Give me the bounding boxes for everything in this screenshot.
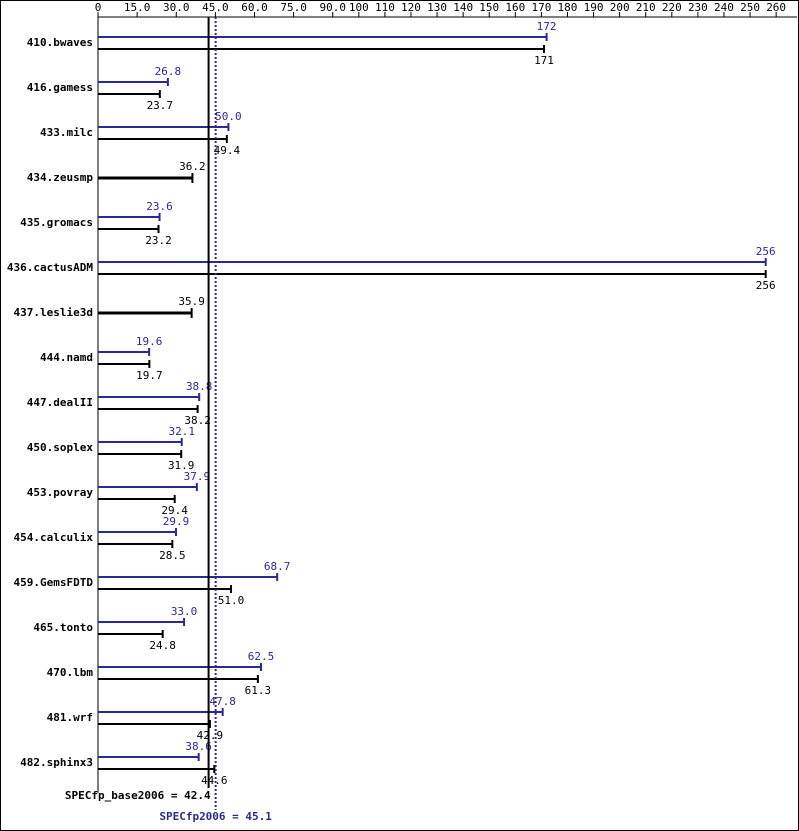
category-label: 450.soplex — [27, 441, 94, 454]
value-label: 36.2 — [179, 160, 206, 173]
category-label: 447.dealII — [27, 396, 93, 409]
category-label: 433.milc — [40, 126, 93, 139]
category-label: 470.lbm — [47, 666, 94, 679]
x-tick-label: 210 — [636, 1, 656, 14]
x-tick-label: 240 — [714, 1, 734, 14]
value-label: 68.7 — [264, 560, 291, 573]
x-tick-label: 130 — [427, 1, 447, 14]
x-tick-label: 75.0 — [280, 1, 307, 14]
category-label: 465.tonto — [33, 621, 93, 634]
x-tick-label: 230 — [688, 1, 708, 14]
value-label: 33.0 — [171, 605, 198, 618]
x-tick-label: 110 — [375, 1, 395, 14]
value-label: 35.9 — [178, 295, 205, 308]
value-label: 50.0 — [215, 110, 242, 123]
value-label: 24.8 — [149, 639, 176, 652]
category-label: 434.zeusmp — [27, 171, 94, 184]
reference-label: SPECfp2006 = 45.1 — [159, 810, 272, 823]
x-tick-label: 200 — [610, 1, 630, 14]
category-label: 437.leslie3d — [14, 306, 93, 319]
value-label: 61.3 — [245, 684, 272, 697]
value-label: 23.7 — [147, 99, 174, 112]
x-tick-label: 45.0 — [202, 1, 229, 14]
x-tick-label: 120 — [401, 1, 421, 14]
category-label: 482.sphinx3 — [20, 756, 93, 769]
value-label: 171 — [534, 54, 554, 67]
x-tick-label: 180 — [558, 1, 578, 14]
value-label: 62.5 — [248, 650, 275, 663]
x-tick-label: 190 — [584, 1, 604, 14]
x-tick-label: 250 — [740, 1, 760, 14]
x-tick-label: 140 — [453, 1, 473, 14]
category-label: 453.povray — [27, 486, 94, 499]
value-label: 29.9 — [163, 515, 190, 528]
value-label: 23.2 — [145, 234, 172, 247]
category-label: 454.calculix — [14, 531, 94, 544]
value-label: 29.4 — [161, 504, 188, 517]
value-label: 38.6 — [185, 740, 212, 753]
value-label: 172 — [537, 20, 557, 33]
x-tick-label: 150 — [479, 1, 499, 14]
value-label: 23.6 — [146, 200, 173, 213]
value-label: 47.8 — [209, 695, 236, 708]
x-tick-label: 220 — [662, 1, 682, 14]
value-label: 38.2 — [184, 414, 211, 427]
category-label: 481.wrf — [47, 711, 93, 724]
value-label: 28.5 — [159, 549, 186, 562]
x-tick-label: 100 — [349, 1, 369, 14]
value-label: 31.9 — [168, 459, 195, 472]
value-label: 19.7 — [136, 369, 163, 382]
x-tick-label: 15.0 — [124, 1, 151, 14]
value-label: 37.9 — [184, 470, 211, 483]
category-label: 444.namd — [40, 351, 93, 364]
category-label: 436.cactusADM — [7, 261, 93, 274]
value-label: 44.6 — [201, 774, 228, 787]
value-label: 38.8 — [186, 380, 213, 393]
reference-label: SPECfp_base2006 = 42.4 — [65, 789, 211, 802]
value-label: 256 — [756, 245, 776, 258]
x-tick-label: 170 — [531, 1, 551, 14]
x-tick-label: 30.0 — [163, 1, 190, 14]
category-label: 416.gamess — [27, 81, 93, 94]
value-label: 19.6 — [136, 335, 163, 348]
value-label: 49.4 — [214, 144, 241, 157]
x-tick-label: 160 — [505, 1, 525, 14]
value-label: 256 — [756, 279, 776, 292]
category-label: 435.gromacs — [20, 216, 93, 229]
value-label: 26.8 — [155, 65, 182, 78]
category-label: 410.bwaves — [27, 36, 93, 49]
category-label: 459.GemsFDTD — [14, 576, 94, 589]
x-tick-label: 260 — [766, 1, 786, 14]
value-label: 51.0 — [218, 594, 245, 607]
x-tick-label: 60.0 — [241, 1, 268, 14]
x-tick-label: 90.0 — [319, 1, 346, 14]
value-label: 32.1 — [168, 425, 195, 438]
x-tick-label: 0 — [95, 1, 102, 14]
